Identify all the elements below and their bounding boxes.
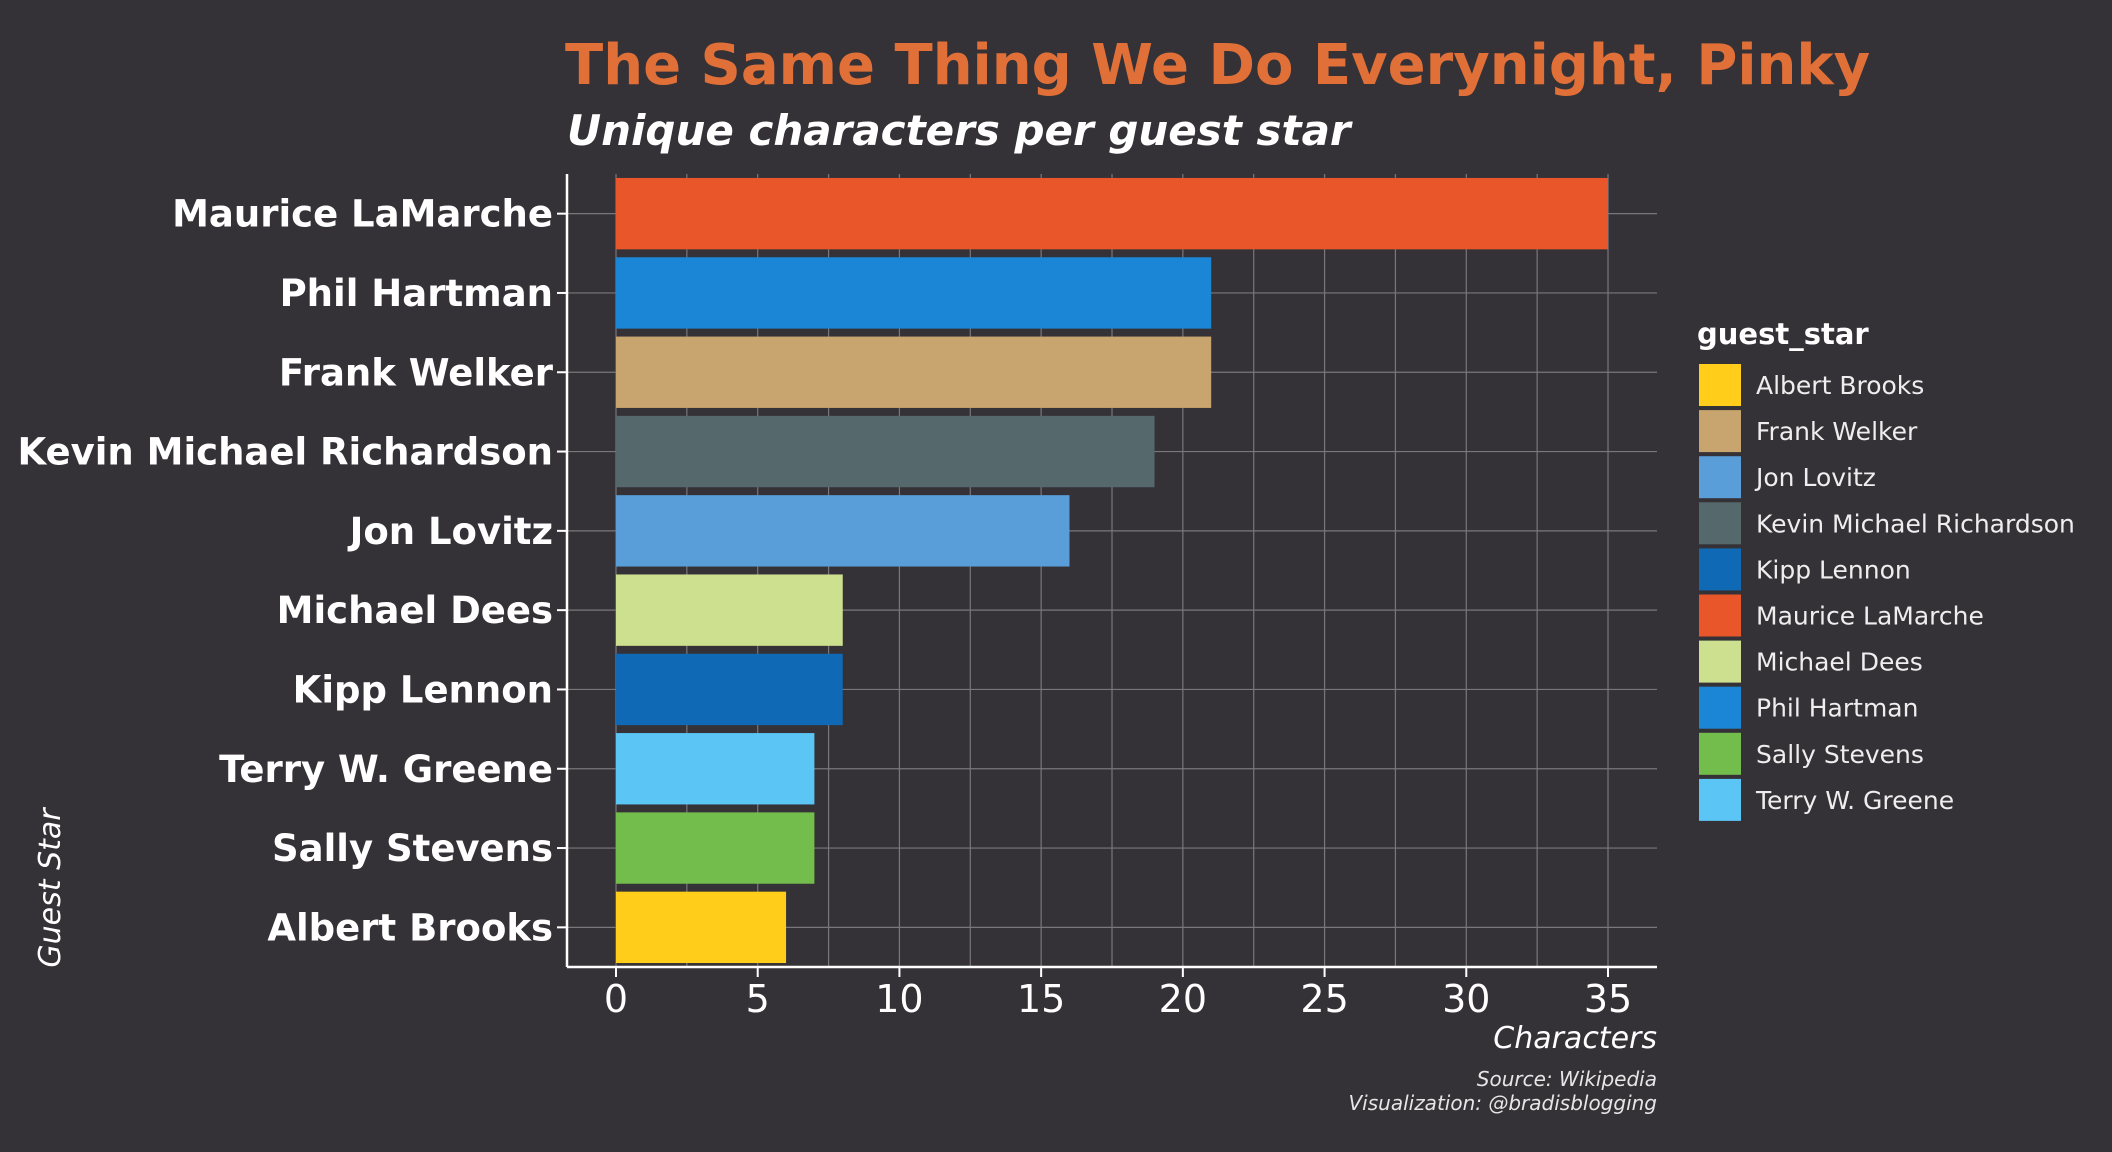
legend-label-albert-brooks: Albert Brooks bbox=[1756, 371, 1924, 400]
x-tick-labels: 0 5 10 15 20 25 30 35 bbox=[604, 977, 1632, 1021]
y-tick-label-michael-dees: Michael Dees bbox=[277, 589, 553, 632]
legend-label-michael-dees: Michael Dees bbox=[1756, 648, 1923, 677]
legend-swatch-albert-brooks bbox=[1699, 364, 1741, 406]
y-tick-label-jon-lovitz: Jon Lovitz bbox=[347, 510, 553, 553]
legend-swatch-jon-lovitz bbox=[1699, 456, 1741, 499]
y-tick-label-frank-welker: Frank Welker bbox=[279, 351, 554, 394]
y-tick-labels: Maurice LaMarche Phil Hartman Frank Welker… bbox=[18, 193, 554, 950]
y-axis-title: Guest Star bbox=[33, 807, 68, 968]
legend-label-kipp-lennon: Kipp Lennon bbox=[1756, 555, 1911, 584]
bar-phil-hartman bbox=[616, 257, 1212, 329]
bar-frank-welker bbox=[616, 336, 1212, 408]
legend-label-phil-hartman: Phil Hartman bbox=[1756, 694, 1918, 723]
x-tick-label-25: 25 bbox=[1300, 977, 1348, 1021]
y-tick-label-maurice-lamarche: Maurice LaMarche bbox=[172, 193, 553, 236]
bar-michael-dees bbox=[616, 574, 843, 646]
bar-kevin-michael-richardson bbox=[616, 415, 1155, 488]
bar-albert-brooks bbox=[616, 891, 787, 964]
bar-maurice-lamarche bbox=[616, 177, 1608, 250]
legend-title: guest_star bbox=[1697, 317, 1869, 351]
legend-swatch-kevin-michael-richardson bbox=[1699, 502, 1741, 545]
legend-label-frank-welker: Frank Welker bbox=[1756, 417, 1918, 446]
y-tick-label-terry-w-greene: Terry W. Greene bbox=[219, 748, 553, 791]
x-tick-label-15: 15 bbox=[1017, 977, 1065, 1021]
bar-terry-w-greene bbox=[616, 733, 815, 805]
chart-subtitle: Unique characters per guest star bbox=[567, 106, 1353, 155]
bars bbox=[616, 177, 1608, 964]
legend: Albert Brooks Frank Welker Jon Lovitz Kevin… bbox=[1699, 364, 2075, 821]
legend-label-kevin-michael-richardson: Kevin Michael Richardson bbox=[1756, 509, 2075, 538]
legend-swatch-michael-dees bbox=[1699, 640, 1741, 683]
legend-swatch-phil-hartman bbox=[1699, 686, 1741, 729]
y-tick-label-kevin-michael-richardson: Kevin Michael Richardson bbox=[18, 431, 553, 474]
y-tick-label-albert-brooks: Albert Brooks bbox=[267, 906, 553, 949]
x-tick-label-35: 35 bbox=[1584, 977, 1632, 1021]
chart-title: The Same Thing We Do Everynight, Pinky bbox=[565, 33, 1870, 98]
x-axis-title: Characters bbox=[1493, 1021, 1657, 1056]
y-tick-label-sally-stevens: Sally Stevens bbox=[272, 827, 553, 870]
legend-swatch-terry-w-greene bbox=[1699, 778, 1741, 821]
x-tick-label-30: 30 bbox=[1442, 977, 1490, 1021]
x-tick-label-20: 20 bbox=[1159, 977, 1207, 1021]
caption-credit: Visualization: @bradisblogging bbox=[1348, 1091, 1657, 1115]
legend-label-terry-w-greene: Terry W. Greene bbox=[1755, 786, 1954, 815]
axes bbox=[557, 174, 1657, 977]
legend-swatch-frank-welker bbox=[1699, 410, 1741, 453]
bar-jon-lovitz bbox=[616, 495, 1070, 567]
y-tick-label-kipp-lennon: Kipp Lennon bbox=[293, 668, 553, 711]
bar-sally-stevens bbox=[616, 812, 815, 884]
y-tick-label-phil-hartman: Phil Hartman bbox=[280, 272, 553, 315]
x-tick-label-5: 5 bbox=[746, 977, 770, 1021]
caption-source: Source: Wikipedia bbox=[1477, 1067, 1657, 1091]
bar-kipp-lennon bbox=[616, 653, 843, 726]
x-tick-label-10: 10 bbox=[875, 977, 923, 1021]
legend-label-sally-stevens: Sally Stevens bbox=[1756, 740, 1924, 769]
legend-label-jon-lovitz: Jon Lovitz bbox=[1754, 463, 1876, 492]
legend-swatch-sally-stevens bbox=[1699, 732, 1741, 775]
legend-swatch-kipp-lennon bbox=[1699, 548, 1741, 591]
legend-swatch-maurice-lamarche bbox=[1699, 594, 1741, 637]
x-tick-label-0: 0 bbox=[604, 977, 628, 1021]
legend-label-maurice-lamarche: Maurice LaMarche bbox=[1756, 602, 1984, 631]
